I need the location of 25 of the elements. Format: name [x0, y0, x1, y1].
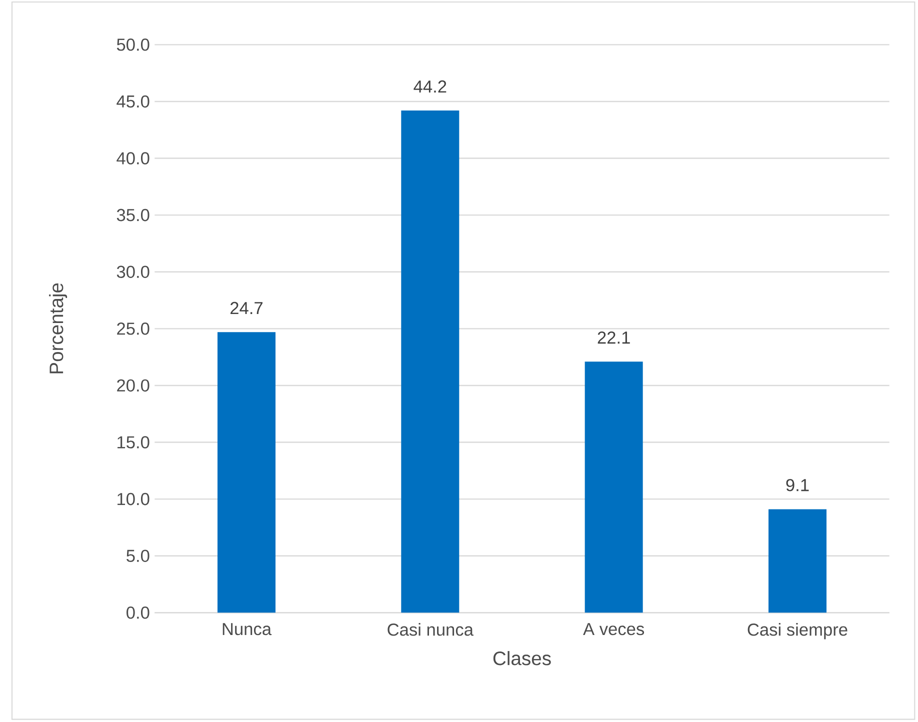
y-tick-label: 45.0 — [116, 95, 150, 108]
y-tick-label: 30.0 — [116, 266, 150, 278]
x-tick-label: Nunca — [222, 623, 272, 636]
y-tick-label: 20.0 — [117, 379, 150, 392]
x-tick-label: A veces — [583, 623, 644, 636]
y-tick-label: 35.0 — [116, 208, 150, 222]
bar — [768, 509, 826, 613]
y-tick-label: 5.0 — [126, 550, 150, 562]
bar — [401, 110, 460, 613]
y-tick-label: 0.0 — [126, 606, 150, 619]
x-tick-label: Casi nunca — [388, 623, 474, 636]
data-label: 24.7 — [230, 302, 262, 314]
data-label: 44.2 — [414, 80, 446, 93]
data-label: 22.1 — [598, 331, 630, 344]
y-tick-label: 40.0 — [116, 152, 150, 164]
data-label: 9.1 — [786, 478, 809, 492]
y-tick-label: 25.0 — [117, 322, 150, 335]
y-tick-label: 15.0 — [118, 436, 150, 448]
bar — [584, 362, 643, 613]
x-axis-title: Clases — [493, 651, 551, 666]
y-axis-title: Porcentaje — [49, 283, 68, 374]
y-tick-label: 10.0 — [118, 492, 150, 506]
y-tick-label: 50.0 — [116, 38, 150, 51]
bar — [218, 332, 276, 613]
x-tick-label: Casi siempre — [748, 623, 848, 640]
